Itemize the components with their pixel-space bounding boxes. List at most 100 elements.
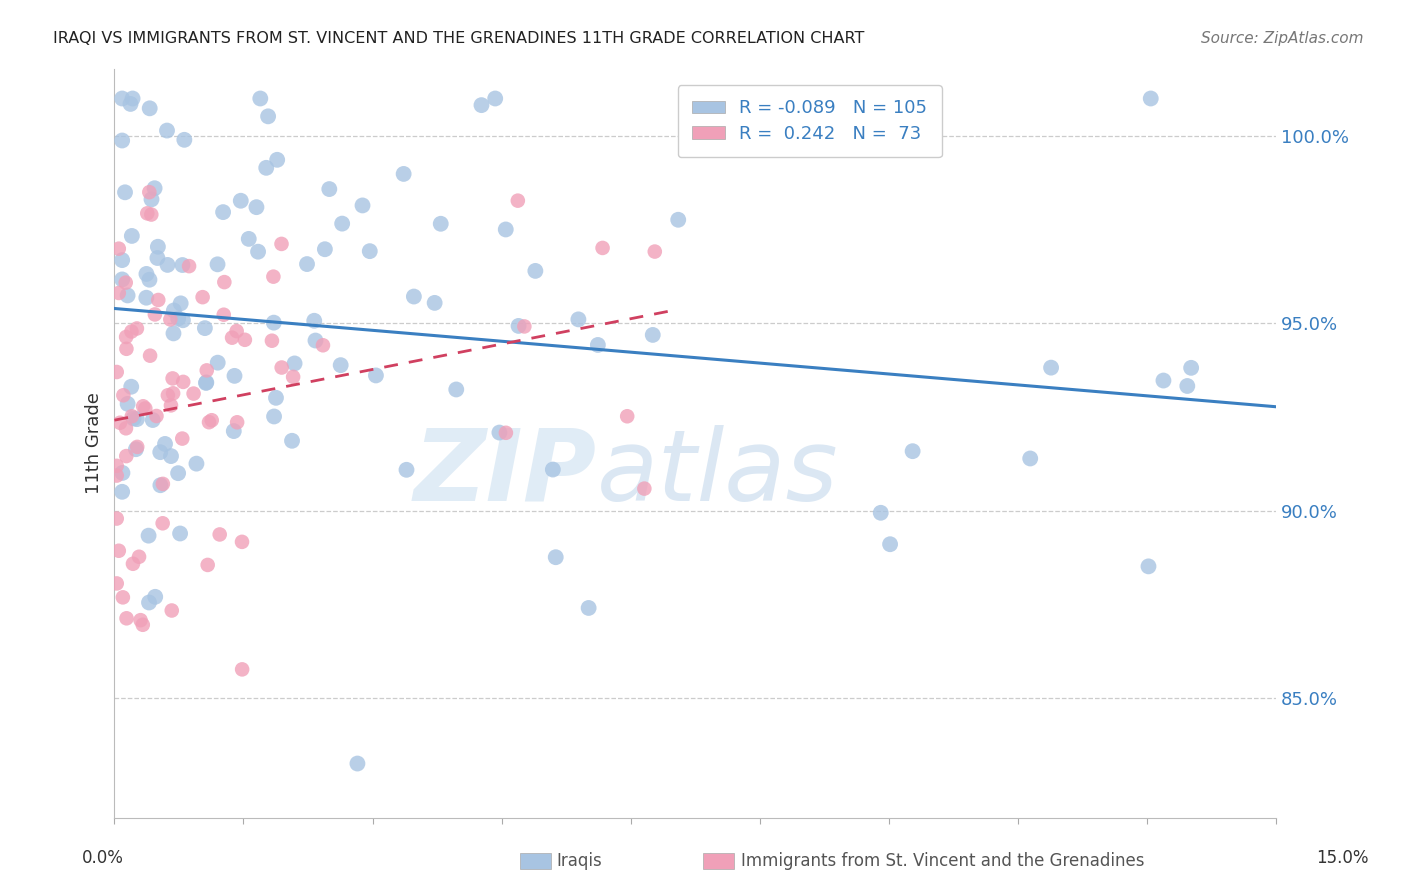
Point [136,206,159,220]
Point [513,319,536,334]
Point [105,365,128,379]
Point [224,368,246,383]
Point [149,445,172,459]
Point [146,251,169,265]
Point [284,356,307,370]
Point [318,182,340,196]
Point [506,194,529,208]
Point [172,432,194,446]
Point [120,380,142,394]
Point [329,358,352,372]
Point [148,293,170,307]
Point [105,458,128,473]
Point [107,543,129,558]
Point [177,259,200,273]
Point [346,756,368,771]
Point [195,363,218,377]
Point [257,109,280,123]
Point [666,212,689,227]
Point [121,409,143,424]
Point [312,338,335,352]
Point [226,415,249,429]
Point [270,360,292,375]
Point [207,356,229,370]
Point [195,376,218,390]
Point [108,416,131,430]
Point [173,133,195,147]
Point [586,338,609,352]
Point [364,368,387,383]
Point [167,466,190,480]
Point [115,611,138,625]
Point [1137,559,1160,574]
Point [105,576,128,591]
Point [115,342,138,356]
Text: 0.0%: 0.0% [82,849,124,867]
Point [129,613,152,627]
Point [352,198,374,212]
Point [160,603,183,617]
Point [233,333,256,347]
Point [153,437,176,451]
Point [201,413,224,427]
Point [183,386,205,401]
Point [112,388,135,402]
Point [578,601,600,615]
Point [141,208,163,222]
Point [121,91,143,105]
Point [139,349,162,363]
Point [156,388,179,402]
Point [132,399,155,413]
Point [111,253,134,268]
Point [616,409,638,424]
Point [541,462,564,476]
Point [138,529,160,543]
Y-axis label: 11th Grade: 11th Grade [86,392,103,494]
Point [145,409,167,423]
Point [429,217,451,231]
Point [152,476,174,491]
Point [115,449,138,463]
Point [111,466,134,480]
Point [125,412,148,426]
Point [879,537,901,551]
Point [644,244,666,259]
Point [143,590,166,604]
Point [395,463,418,477]
Point [143,181,166,195]
Point [214,275,236,289]
Point [304,334,326,348]
Point [1152,374,1174,388]
Point [117,288,139,302]
Point [263,316,285,330]
Point [111,91,134,105]
Point [254,161,277,175]
Point [231,662,253,676]
Point [138,101,160,115]
Point [245,200,267,214]
Point [423,296,446,310]
Point [172,313,194,327]
Point [330,217,353,231]
Point [162,326,184,341]
Point [302,314,325,328]
Text: atlas: atlas [596,425,838,522]
Point [138,273,160,287]
Point [592,241,614,255]
Point [142,413,165,427]
Point [170,296,193,310]
Point [281,370,304,384]
Point [229,194,252,208]
Point [128,549,150,564]
Point [495,425,517,440]
Point [163,303,186,318]
Point [111,484,134,499]
Point [156,123,179,137]
Point [135,267,157,281]
Point [247,244,270,259]
Text: Immigrants from St. Vincent and the Grenadines: Immigrants from St. Vincent and the Gren… [741,852,1144,870]
Point [266,153,288,167]
Point [111,591,134,605]
Point [392,167,415,181]
Text: ZIP: ZIP [413,425,596,522]
